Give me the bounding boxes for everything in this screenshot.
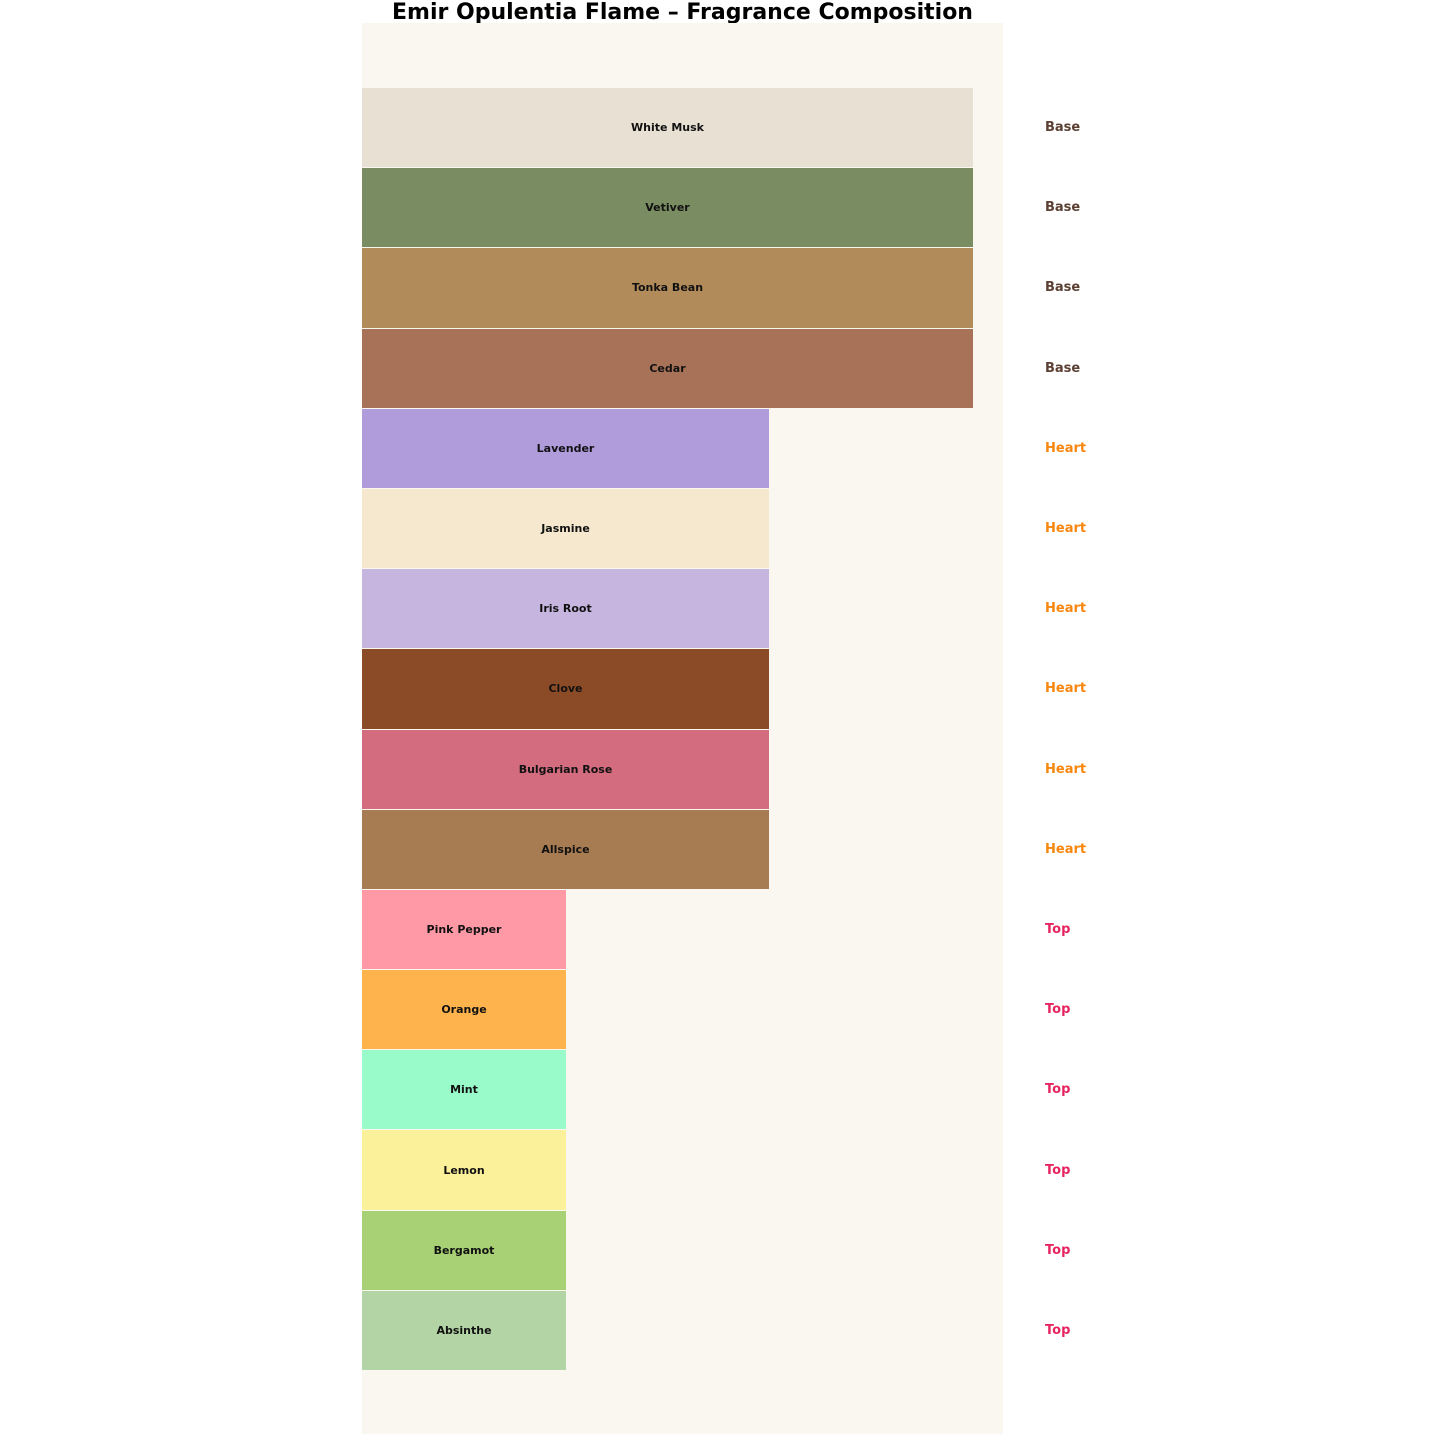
group-label-base: Base	[1045, 360, 1081, 376]
group-label-top: Top	[1045, 1082, 1071, 1098]
bar-allspice	[362, 809, 769, 889]
bar-tonka-bean	[362, 248, 973, 328]
group-label-top: Top	[1045, 1242, 1071, 1258]
bar-vetiver	[362, 168, 973, 248]
group-label-top: Top	[1045, 1322, 1071, 1338]
bar-white-musk	[362, 88, 973, 168]
group-label-base: Base	[1045, 280, 1081, 296]
bar-absinthe	[362, 1290, 566, 1370]
group-label-top: Top	[1045, 921, 1071, 937]
bar-rows-container: White Musk Base Vetiver Base Tonka Bean Base C…	[362, 88, 1086, 1371]
bar-row: Absinthe Top	[362, 1290, 1082, 1371]
bar-row: Tonka Bean Base	[362, 248, 1082, 328]
bar-bulgarian-rose	[362, 729, 769, 809]
bar-row: Iris Root Heart	[362, 569, 1086, 649]
group-label-top: Top	[1045, 1162, 1071, 1178]
bar-row: Vetiver Base	[362, 168, 1082, 248]
bar-row: Lemon Top	[362, 1130, 1082, 1210]
group-label-base: Base	[1045, 120, 1081, 136]
bar-mint	[362, 1050, 566, 1130]
group-label-heart: Heart	[1045, 601, 1087, 617]
bar-row: Pink Pepper Top	[362, 889, 1082, 970]
group-label-heart: Heart	[1045, 761, 1087, 777]
bar-row: Bulgarian Rose Heart	[362, 729, 1086, 810]
bar-jasmine	[362, 488, 769, 569]
bar-row: White Musk Base	[362, 88, 1082, 168]
group-label-heart: Heart	[1045, 681, 1087, 697]
bar-row: Lavender Heart	[362, 408, 1086, 489]
group-label-top: Top	[1045, 1002, 1071, 1018]
bar-lavender	[362, 408, 769, 488]
bar-row: Allspice Heart	[362, 809, 1086, 890]
bar-bergamot	[362, 1210, 566, 1290]
bar-row: Orange Top	[362, 970, 1082, 1050]
chart-title: Emir Opulentia Flame – Fragrance Composi…	[392, 0, 973, 25]
group-label-heart: Heart	[1045, 841, 1087, 857]
bar-row: Jasmine Heart	[362, 488, 1086, 569]
group-label-heart: Heart	[1045, 440, 1087, 456]
group-label-base: Base	[1045, 200, 1081, 216]
bar-orange	[362, 970, 566, 1050]
bar-cedar	[362, 328, 973, 408]
bar-row: Clove Heart	[362, 649, 1086, 729]
bar-lemon	[362, 1130, 566, 1210]
bar-pink-pepper	[362, 889, 566, 970]
bar-clove	[362, 649, 769, 729]
bar-iris-root	[362, 569, 769, 649]
bar-row: Bergamot Top	[362, 1210, 1082, 1291]
bar-row: Mint Top	[362, 1050, 1082, 1130]
group-label-heart: Heart	[1045, 521, 1087, 537]
bar-row: Cedar Base	[362, 328, 1082, 409]
plot-area: White Musk Base Vetiver Base Tonka Bean Base C…	[362, 23, 1086, 1434]
